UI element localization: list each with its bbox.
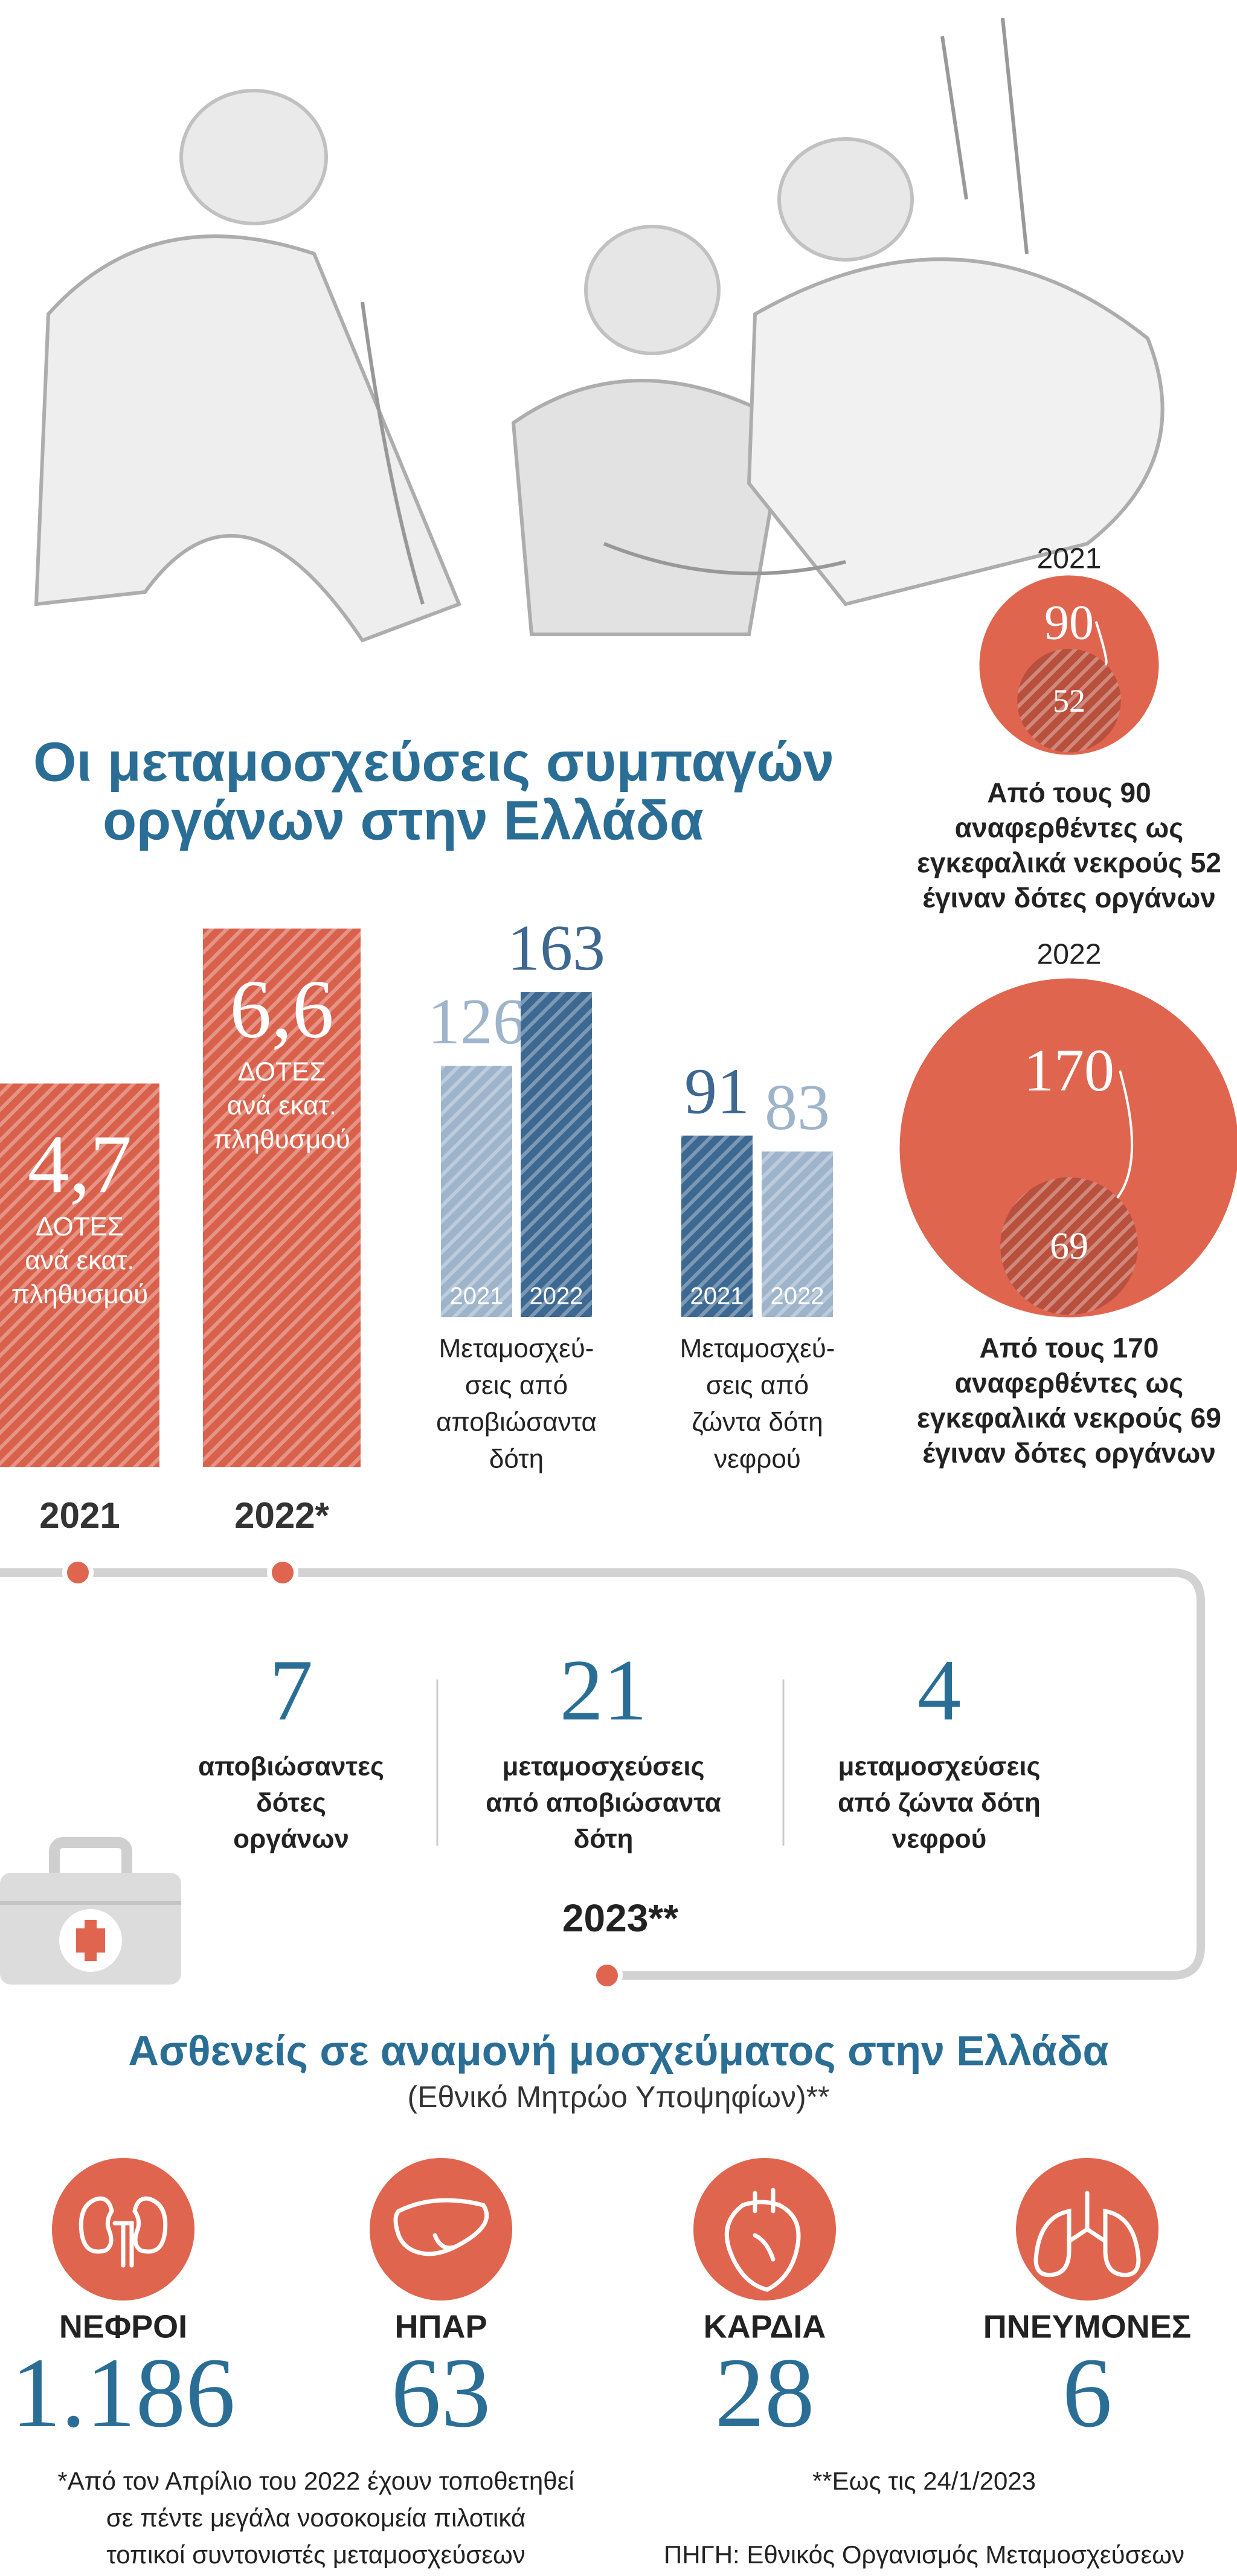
bar-caption: νεφρού (714, 1444, 801, 1474)
arrow (1094, 621, 1108, 666)
bubble-caption: εγκεφαλικά νεκρούς 69 (917, 1402, 1221, 1434)
bubble-caption: Από τους 170 (980, 1332, 1159, 1364)
bubble-caption: Από τους 90 (987, 777, 1151, 808)
bar (762, 1151, 833, 1317)
bubble-caption: αναφερθέντες ως (955, 1367, 1183, 1399)
bubble (899, 978, 1237, 1318)
organ-value: 1.186 (11, 2337, 235, 2448)
bar-caption: σεις από (706, 1371, 809, 1400)
bar-annotation: πληθυσμού (213, 1125, 350, 1154)
organ-circle (370, 2158, 512, 2301)
stat-label: δότες (256, 1788, 326, 1818)
bar (203, 929, 361, 1467)
footnote: *Από τον Απρίλιο του 2022 έχουν τοποθετη… (57, 2467, 574, 2495)
organ-icons (79, 2188, 1141, 2292)
organ-value: 6 (1062, 2337, 1113, 2448)
bubble (1017, 648, 1121, 753)
stat-value: 21 (560, 1642, 647, 1739)
illustration (34, 18, 1165, 643)
footnote: ΠΗΓΗ: Εθνικός Οργανισμός Μεταμοσχεύσεων (664, 2540, 1184, 2569)
bar-annotation: ΔΟΤΕΣ (237, 1057, 326, 1087)
bar-annotation: ανά εκατ. (227, 1091, 336, 1121)
bar-caption: Μεταμοσχεύ- (680, 1334, 835, 1364)
bar-caption: αποβιώσαντα (436, 1408, 597, 1437)
year-label: 2022* (234, 1495, 329, 1536)
organ-name: ΚΑΡΔΙΑ (704, 2308, 826, 2345)
timeline (0, 1568, 1205, 1980)
footnote: τοπικοί συντονιστές μεταμοσχεύσεων (106, 2540, 525, 2569)
stat-year: 2023** (562, 1896, 678, 1940)
footnote: σε πέντε μεγάλα νοσοκομεία πιλοτικά (106, 2504, 525, 2532)
year-label: 2022 (771, 1283, 824, 1310)
stat-label: από αποβιώσαντα (486, 1788, 721, 1818)
stat-label: αποβιώσαντες (198, 1752, 384, 1782)
footnote: **Εως τις 24/1/2023 (812, 2467, 1036, 2495)
bar (521, 992, 592, 1317)
bubble-caption: αναφερθέντες ως (955, 812, 1183, 843)
bar (0, 1083, 159, 1467)
title-line: Οι μεταμοσχεύσεις συμπαγών (33, 731, 834, 793)
bubble-label: 170 (1024, 1037, 1114, 1104)
bubble-caption: έγιναν δότες οργάνων (922, 1437, 1216, 1469)
stat-label: μεταμοσχεύσεις (502, 1752, 704, 1782)
value-label: 6,6 (230, 963, 334, 1055)
bubble-caption: έγιναν δότες οργάνων (922, 882, 1216, 913)
value-label: 83 (765, 1072, 830, 1144)
year-label: 2021 (1037, 543, 1102, 575)
bar-caption: Μεταμοσχεύ- (439, 1334, 594, 1364)
bar (681, 1135, 753, 1317)
stat-label: δότη (574, 1824, 634, 1854)
stat-label: οργάνων (233, 1824, 349, 1854)
stat-label: νεφρού (892, 1824, 987, 1854)
bar-caption: δότη (489, 1444, 544, 1474)
bar-caption: ζώντα δότη (692, 1408, 823, 1437)
bubble-label: 90 (1044, 594, 1094, 649)
bubble-label: 69 (1050, 1224, 1088, 1267)
organ-value: 63 (391, 2337, 491, 2448)
value-label: 4,7 (28, 1118, 132, 1210)
value-label: 91 (684, 1055, 750, 1127)
year-label: 2022 (1037, 939, 1102, 971)
bubble (1000, 1177, 1138, 1315)
stat-value: 4 (917, 1642, 962, 1739)
section-subtitle: (Εθνικό Μητρώο Υποψηφίων)** (407, 2080, 829, 2114)
bubble-caption: εγκεφαλικά νεκρούς 52 (917, 847, 1221, 878)
bar-annotation: ανά εκατ. (25, 1246, 134, 1275)
bar-caption: σεις από (465, 1371, 568, 1400)
value-label: 126 (428, 986, 525, 1058)
organ-name: ΝΕΦΡΟΙ (59, 2308, 187, 2345)
arrow (1116, 1070, 1134, 1199)
year-label: 2021 (39, 1495, 120, 1536)
year-label: 2021 (690, 1283, 744, 1310)
organ-circle (693, 2158, 836, 2301)
value-label: 163 (507, 912, 605, 984)
bubble-label: 52 (1053, 683, 1085, 719)
stat-label: από ζώντα δότη (838, 1788, 1041, 1818)
year-label: 2022 (530, 1283, 583, 1310)
medical-kit-icon (0, 1837, 181, 1985)
bar-annotation: πληθυσμού (11, 1280, 148, 1309)
organ-name: ΗΠΑΡ (394, 2308, 487, 2345)
title-line: οργάνων στην Ελλάδα (103, 790, 704, 851)
organ-value: 28 (715, 2337, 815, 2448)
stat-label: μεταμοσχεύσεις (838, 1752, 1040, 1782)
bar-annotation: ΔΟΤΕΣ (36, 1212, 124, 1241)
organ-name: ΠΝΕΥΜΟΝΕΣ (983, 2308, 1191, 2345)
timeline-dots (62, 1557, 623, 1991)
section-title: Ασθενείς σε αναμονή μοσχεύματος στην Ελλ… (128, 2027, 1108, 2074)
bar (441, 1066, 512, 1317)
stat-value: 7 (269, 1642, 313, 1739)
year-label: 2021 (450, 1283, 504, 1310)
